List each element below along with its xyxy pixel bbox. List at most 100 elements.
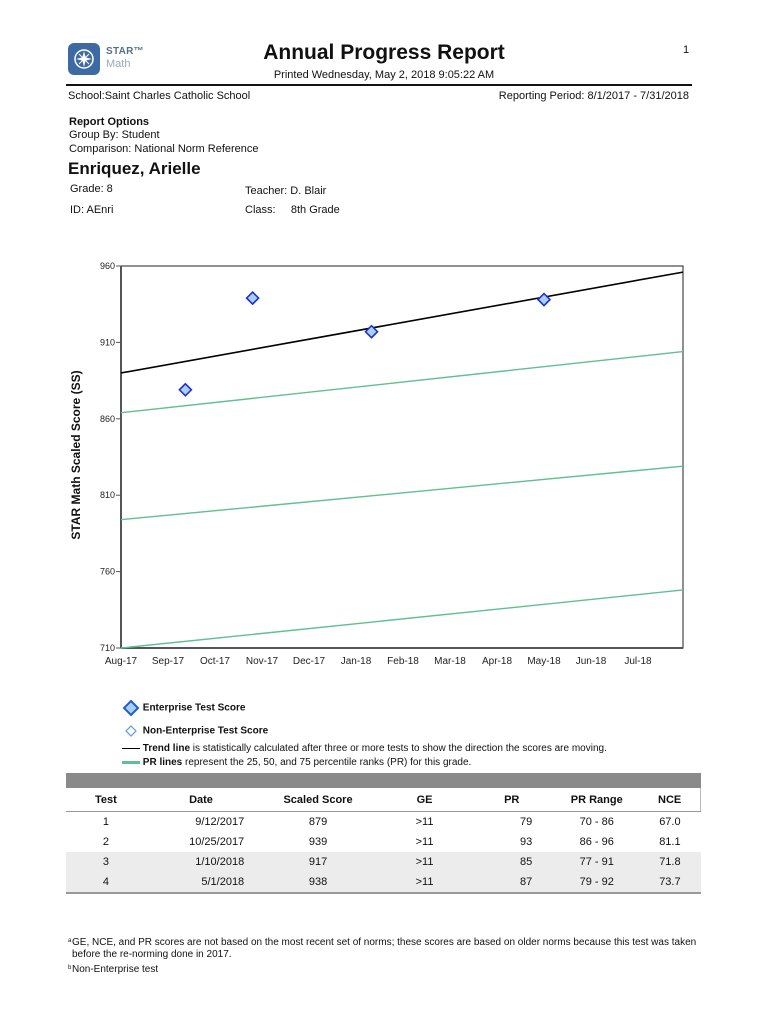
- column-header-scaled-score: Scaled Score: [256, 788, 380, 812]
- column-header-test: Test: [66, 788, 146, 812]
- footnote-a: a GE, NCE, and PR scores are not based o…: [68, 937, 697, 960]
- table-row: 4 5/1/2018 938 >11 87 79 - 92 73.7: [66, 872, 701, 894]
- cell-pr-range: 86 - 96: [579, 836, 614, 848]
- column-header-ge: GE: [379, 788, 470, 812]
- y-tick-label: 860: [100, 414, 115, 424]
- cell-scaled-score: 938: [256, 872, 380, 894]
- school-info: School:Saint Charles Catholic School: [68, 90, 250, 102]
- table-row: 2 10/25/2017 939 >11 93 86 - 96 81.1: [66, 832, 701, 852]
- report-options-title: Report Options: [69, 116, 150, 128]
- school-name: Saint Charles Catholic School: [104, 90, 251, 102]
- table-header-row: Test Date Scaled Score GE PR PR Range NCE: [66, 788, 702, 812]
- header-divider: [66, 84, 692, 86]
- x-tick-label: May-18: [527, 656, 561, 667]
- teacher-label: Teacher:: [245, 185, 288, 197]
- x-tick-label: Dec-17: [293, 656, 326, 667]
- cell-pr-range: 70 - 86: [579, 816, 614, 828]
- cell-test: 4: [66, 872, 146, 894]
- score-point-diamond-icon: [536, 292, 552, 307]
- pr-75-line: [120, 350, 684, 414]
- cell-ge: >11: [415, 816, 434, 828]
- y-tick-label: 810: [100, 490, 115, 500]
- logo-product: Math: [106, 58, 131, 70]
- cell-ge: >11: [415, 836, 434, 848]
- progress-chart: STAR Math Scaled Score (SS) 710 760 810 860…: [60, 255, 700, 680]
- cell-pr-range: 77 - 91: [554, 852, 640, 872]
- legend-enterprise: Enterprise Test Score: [122, 699, 245, 717]
- legend-pr-lines: PR lines represent the 25, 50, and 75 pe…: [122, 757, 471, 768]
- pr-25-line: [120, 589, 684, 649]
- cell-test: 3: [66, 852, 146, 872]
- x-tick-label: Feb-18: [387, 656, 419, 667]
- non-enterprise-diamond-icon: [125, 725, 137, 737]
- x-tick-label: Jun-18: [576, 656, 607, 667]
- cell-scaled-score: 879: [308, 816, 328, 828]
- cell-nce: 81.1: [659, 836, 681, 848]
- x-tick-label: Aug-17: [105, 656, 138, 667]
- x-tick-label: Mar-18: [434, 656, 466, 667]
- x-ticks: Aug-17 Sep-17 Oct-17 Nov-17 Dec-17 Jan-18 Feb-…: [105, 656, 652, 667]
- reporting-period: Reporting Period: 8/1/2017 - 7/31/2018: [498, 90, 689, 102]
- enterprise-diamond-icon: [122, 699, 140, 717]
- cell-date: 10/25/2017: [189, 836, 245, 848]
- cell-test: 2: [102, 836, 109, 848]
- column-header-nce: NCE: [639, 788, 702, 812]
- legend-non-enterprise: Non-Enterprise Test Score: [122, 723, 268, 739]
- column-header-pr: PR: [469, 788, 555, 812]
- y-tick-label: 710: [100, 643, 115, 653]
- cell-date: 9/12/2017: [195, 816, 245, 828]
- legend-trend-line: Trend line is statistically calculated a…: [122, 743, 607, 754]
- cell-ge: >11: [379, 872, 470, 894]
- table-row: 3 1/10/2018 917 >11 85 77 - 91 71.8: [66, 852, 701, 872]
- school-label: School:: [68, 90, 105, 102]
- table-row: 1 9/12/2017 879 >11 79 70 - 86 67.0: [66, 812, 701, 833]
- student-grade: Grade: 8: [70, 183, 113, 195]
- cell-scaled-score: 939: [308, 836, 328, 848]
- logo-brand: STAR™: [106, 46, 144, 57]
- cell-nce: 71.8: [639, 852, 701, 872]
- x-tick-label: Sep-17: [152, 656, 185, 667]
- table-header-band: [66, 773, 701, 788]
- cell-scaled-score: 917: [256, 852, 380, 872]
- cell-pr: 85: [469, 852, 555, 872]
- class-info: Class: 8th Grade: [245, 204, 340, 216]
- plot-area: [120, 265, 684, 649]
- cell-nce: 73.7: [639, 872, 701, 894]
- score-point-diamond-icon: [364, 324, 379, 339]
- comparison: Comparison: National Norm Reference: [69, 143, 259, 155]
- x-tick-label: Jan-18: [341, 656, 372, 667]
- group-by: Group By: Student: [69, 129, 160, 141]
- chart-lines: [120, 271, 684, 649]
- report-title: Annual Progress Report: [263, 41, 505, 64]
- class-label: Class:: [245, 204, 276, 216]
- y-ticks: 710 760 810 860 910 960: [100, 261, 121, 653]
- cell-pr-range: 79 - 92: [554, 872, 640, 894]
- trend-line-line: [120, 271, 684, 374]
- student-id: ID: AEnri: [70, 204, 114, 216]
- cell-date: 5/1/2018: [145, 872, 257, 894]
- cell-nce: 67.0: [659, 816, 681, 828]
- cell-ge: >11: [379, 852, 470, 872]
- printed-timestamp: Printed Wednesday, May 2, 2018 9:05:22 A…: [273, 69, 495, 81]
- trend-line-swatch-icon: [122, 747, 140, 749]
- compass-icon: [68, 43, 100, 75]
- pr-line-swatch-icon: [122, 760, 140, 764]
- column-header-date: Date: [145, 788, 257, 812]
- star-math-logo: STAR™ Math: [68, 43, 144, 77]
- page-number: 1: [683, 44, 690, 56]
- teacher-info: Teacher: D. Blair: [245, 185, 326, 197]
- x-tick-label: Jul-18: [624, 656, 652, 667]
- x-tick-label: Nov-17: [246, 656, 279, 667]
- teacher-name: D. Blair: [290, 185, 327, 197]
- y-tick-label: 960: [100, 261, 115, 271]
- chart-points: [178, 290, 552, 397]
- student-name: Enriquez, Arielle: [68, 159, 201, 178]
- score-point-diamond-icon: [245, 290, 260, 306]
- pr-50-line: [120, 465, 684, 521]
- y-axis-label: STAR Math Scaled Score (SS): [69, 370, 83, 539]
- x-tick-label: Apr-18: [482, 656, 512, 667]
- cell-test: 1: [102, 816, 109, 828]
- footnote-b: b Non-Enterprise test: [68, 964, 159, 975]
- cell-pr: 93: [519, 836, 533, 848]
- y-tick-label: 910: [100, 337, 115, 347]
